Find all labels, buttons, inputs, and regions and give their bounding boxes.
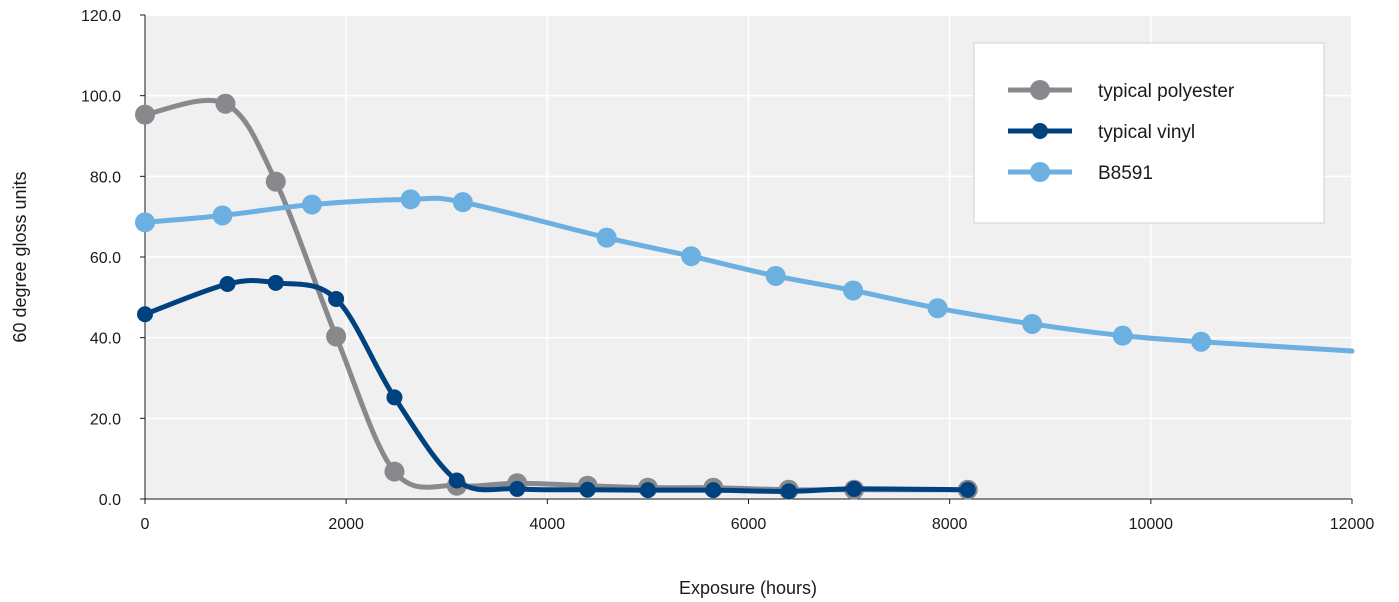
data-point bbox=[639, 482, 656, 499]
series-lines bbox=[135, 93, 1355, 500]
data-point bbox=[579, 481, 596, 498]
x-tick-label: 0 bbox=[141, 516, 150, 533]
data-point bbox=[135, 212, 155, 233]
data-point bbox=[386, 389, 403, 406]
data-point bbox=[765, 265, 786, 286]
data-point bbox=[137, 306, 153, 323]
data-point bbox=[843, 280, 864, 301]
x-tick-label: 2000 bbox=[328, 516, 364, 533]
series-typical-vinyl bbox=[137, 274, 976, 500]
legend-item: typical polyester bbox=[1008, 80, 1235, 102]
tick-labels: 0 2000 4000 6000 8000 10000 12000 0.0 20.0 40.0 60… bbox=[81, 8, 1374, 533]
legend: typical polyester typical vinyl B8591 bbox=[973, 42, 1325, 224]
x-tick-label: 4000 bbox=[530, 516, 566, 533]
data-point bbox=[267, 274, 284, 291]
data-point bbox=[780, 483, 797, 500]
data-point bbox=[596, 227, 617, 248]
data-point bbox=[681, 246, 702, 267]
axes bbox=[140, 14, 1353, 504]
data-point bbox=[509, 480, 526, 497]
data-point bbox=[846, 480, 863, 497]
legend-swatch-marker bbox=[1032, 123, 1048, 139]
data-point bbox=[1022, 313, 1043, 334]
legend-item: B8591 bbox=[1008, 162, 1153, 184]
y-tick-label: 60.0 bbox=[90, 250, 121, 267]
x-tick-label: 12000 bbox=[1330, 516, 1375, 533]
series-b8591 bbox=[135, 189, 1355, 354]
y-tick-label: 40.0 bbox=[90, 331, 121, 348]
data-point bbox=[448, 472, 465, 489]
y-tick-label: 0.0 bbox=[99, 492, 121, 509]
y-tick-label: 20.0 bbox=[90, 411, 121, 428]
x-tick-label: 6000 bbox=[731, 516, 767, 533]
data-point bbox=[1112, 325, 1133, 346]
y-tick-label: 80.0 bbox=[90, 169, 121, 186]
x-tick-label: 8000 bbox=[932, 516, 968, 533]
data-point bbox=[452, 192, 473, 213]
x-tick-label: 10000 bbox=[1129, 516, 1174, 533]
data-point bbox=[301, 194, 322, 215]
data-point bbox=[927, 298, 948, 319]
legend-swatch-marker bbox=[1030, 80, 1050, 100]
data-point bbox=[135, 104, 155, 125]
y-tick-label: 100.0 bbox=[81, 89, 121, 106]
data-point bbox=[959, 481, 976, 498]
legend-label: typical vinyl bbox=[1098, 122, 1195, 143]
legend-item: typical vinyl bbox=[1008, 122, 1195, 143]
data-point bbox=[328, 290, 345, 307]
data-point bbox=[326, 326, 347, 347]
data-point bbox=[219, 276, 236, 293]
y-tick-label: 120.0 bbox=[81, 8, 121, 25]
data-point bbox=[265, 171, 286, 192]
x-axis-title: Exposure (hours) bbox=[679, 578, 817, 598]
legend-swatch-marker bbox=[1030, 162, 1050, 182]
data-point bbox=[384, 461, 405, 482]
data-point bbox=[215, 93, 236, 114]
legend-label: B8591 bbox=[1098, 163, 1153, 184]
data-point bbox=[400, 189, 421, 210]
data-point bbox=[1191, 331, 1212, 352]
data-point bbox=[212, 205, 233, 226]
legend-label: typical polyester bbox=[1098, 81, 1235, 102]
data-point bbox=[705, 482, 722, 499]
y-axis-title: 60 degree gloss units bbox=[10, 171, 30, 342]
